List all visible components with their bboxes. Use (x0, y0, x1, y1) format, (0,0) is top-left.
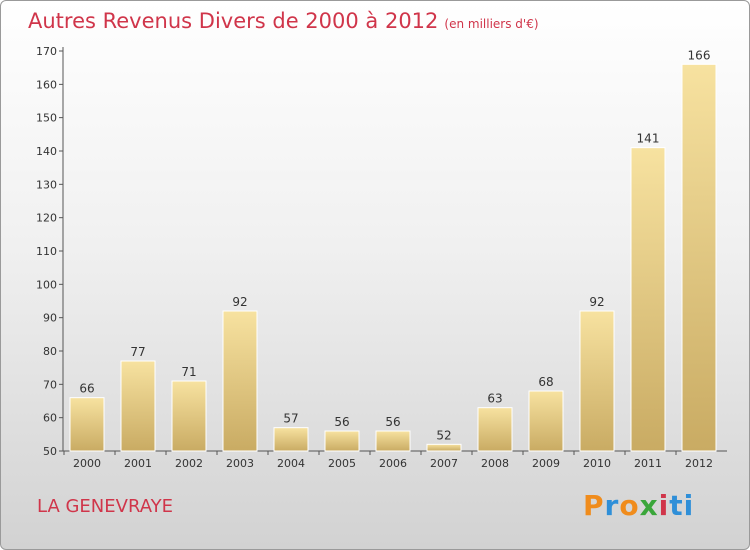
y-tick-label: 140 (36, 145, 57, 158)
y-tick-label: 100 (36, 278, 57, 291)
bar-value-label: 56 (334, 415, 349, 429)
bar-value-label: 68 (538, 375, 553, 389)
bar-value-label: 63 (487, 392, 502, 406)
y-tick-label: 110 (36, 245, 57, 258)
proxiti-logo: Proxiti (583, 489, 694, 522)
y-tick-label: 50 (43, 445, 57, 458)
y-tick-label: 120 (36, 212, 57, 225)
logo-letter: ti (669, 489, 695, 522)
axes: 50 60 70 80 90 100 110 120 130 140 150 160 170 2000 20… (36, 45, 727, 470)
bar-value-label: 141 (637, 132, 660, 146)
bar (324, 430, 360, 452)
bar-value-label: 77 (130, 345, 145, 359)
y-tick-label: 160 (36, 78, 57, 91)
chart-unit: (en milliers d'€) (444, 17, 539, 31)
bar (681, 63, 717, 452)
bar (477, 407, 513, 452)
logo-letter: o (619, 489, 640, 522)
x-tick-label: 2007 (430, 457, 458, 470)
y-tick-label: 60 (43, 412, 57, 425)
logo-letter: i (658, 489, 670, 522)
logo-letter: x (639, 489, 659, 522)
logo-letter: P (583, 489, 605, 522)
x-tick-label: 2002 (175, 457, 203, 470)
bar (630, 147, 666, 452)
x-tick-label: 2009 (532, 457, 560, 470)
bar (171, 380, 207, 452)
value-labels: 66 77 71 92 57 56 56 52 63 68 92 141 166 (79, 48, 710, 442)
bar-value-label: 57 (283, 412, 298, 426)
bar (528, 390, 564, 452)
x-tick-label: 2011 (634, 457, 662, 470)
bar-value-label: 56 (385, 415, 400, 429)
bar (222, 310, 258, 452)
bar (273, 427, 309, 452)
x-tick-label: 2010 (583, 457, 611, 470)
bar (120, 360, 156, 452)
y-tick-label: 80 (43, 345, 57, 358)
bar-value-label: 52 (436, 428, 451, 442)
y-tick-label: 70 (43, 378, 57, 391)
bar-value-label: 92 (589, 295, 604, 309)
chart-title-text: Autres Revenus Divers de 2000 à 2012 (28, 9, 439, 33)
bar-value-label: 92 (232, 295, 247, 309)
x-tick-label: 2006 (379, 457, 407, 470)
y-tick-label: 90 (43, 312, 57, 325)
y-tick-label: 130 (36, 178, 57, 191)
bar (579, 310, 615, 452)
bars (69, 63, 717, 452)
y-tick-label: 150 (36, 112, 57, 125)
logo-letter: r (604, 489, 620, 522)
bar-value-label: 71 (181, 365, 196, 379)
chart-title: Autres Revenus Divers de 2000 à 2012 (en … (28, 9, 539, 33)
x-tick-label: 2000 (73, 457, 101, 470)
bar (69, 397, 105, 452)
x-tick-label: 2005 (328, 457, 356, 470)
x-tick-label: 2008 (481, 457, 509, 470)
x-tick-label: 2003 (226, 457, 254, 470)
bar (426, 443, 462, 452)
bar-chart: 50 60 70 80 90 100 110 120 130 140 150 160 170 2000 20… (36, 45, 727, 470)
commune-name: LA GENEVRAYE (37, 496, 174, 517)
x-tick-label: 2012 (685, 457, 713, 470)
bar-value-label: 66 (79, 382, 94, 396)
x-tick-label: 2001 (124, 457, 152, 470)
bar-value-label: 166 (688, 48, 711, 62)
bar (375, 430, 411, 452)
x-tick-label: 2004 (277, 457, 305, 470)
y-tick-label: 170 (36, 45, 57, 58)
